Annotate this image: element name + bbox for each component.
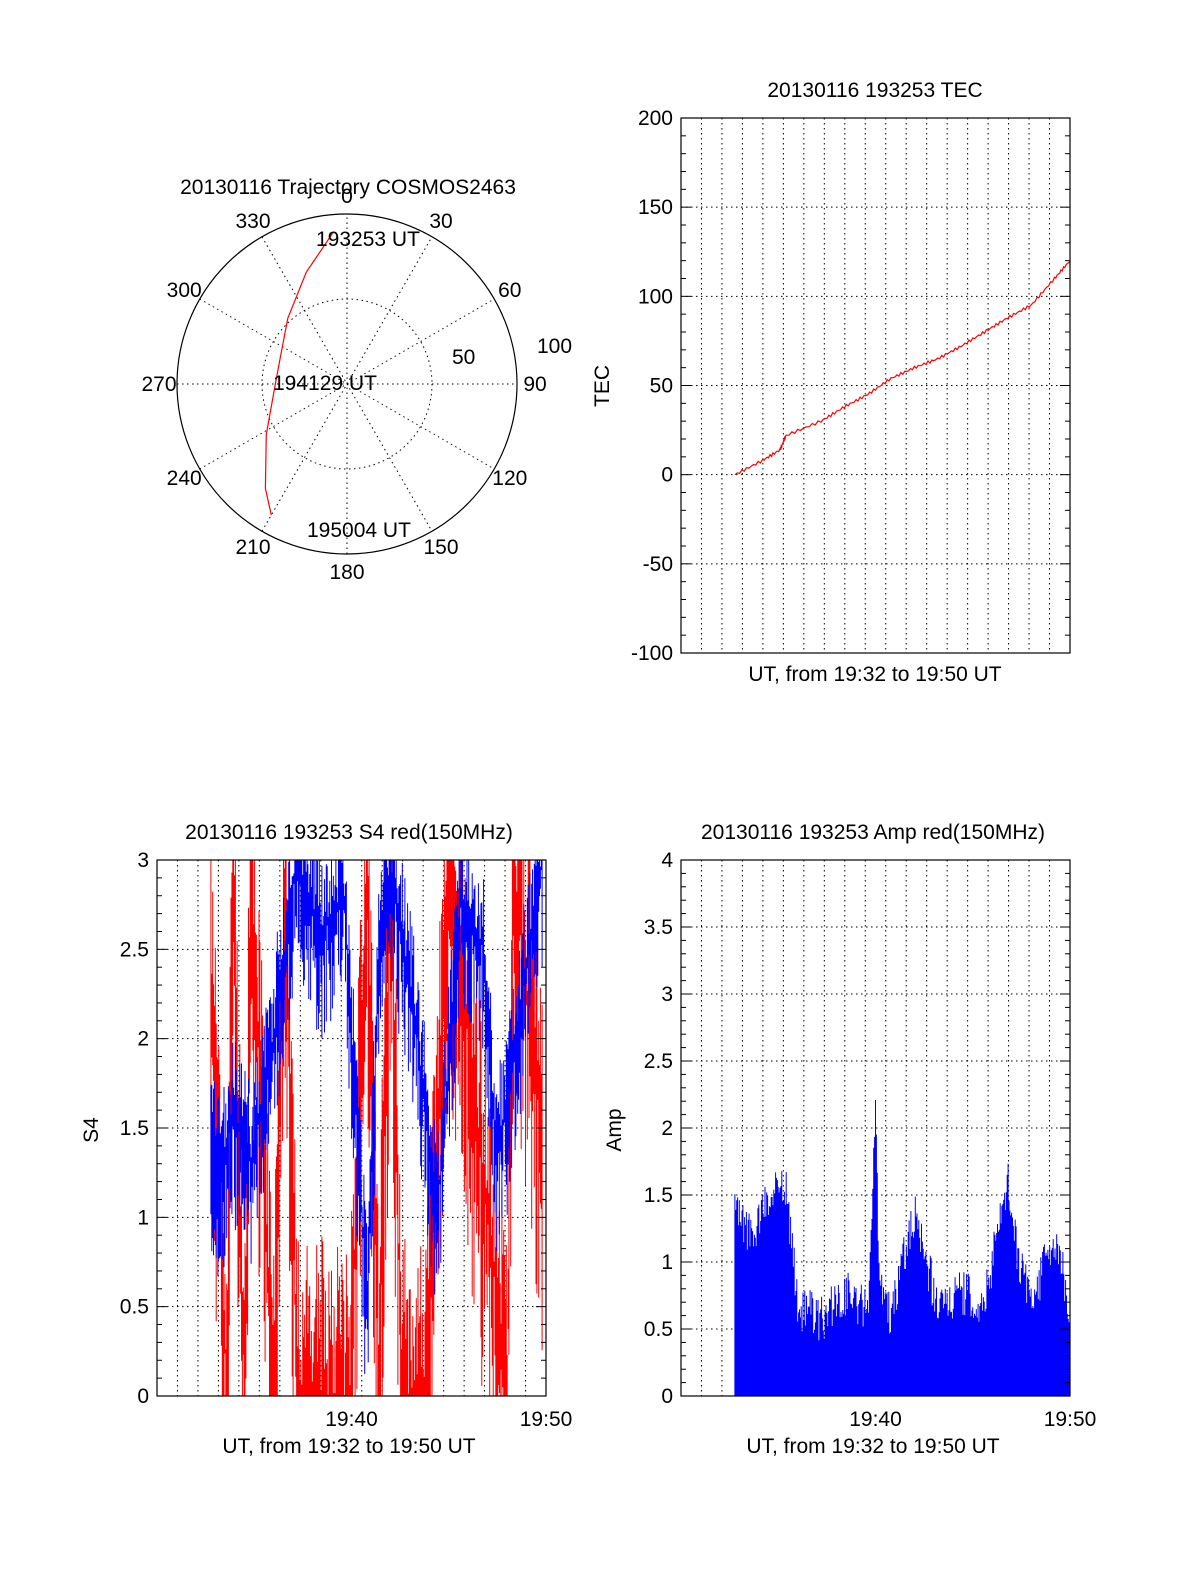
y-tick-label: 3 <box>137 849 149 872</box>
y-tick-label: 100 <box>638 285 673 308</box>
y-tick-label: -100 <box>631 642 673 665</box>
s4-panel: 20130116 193253 S4 red(150MHz) 0 0.5 1 1.5 2… <box>80 821 572 1458</box>
amp-title: 20130116 193253 Amp red(150MHz) <box>701 821 1045 844</box>
polar-azimuth-label: 150 <box>423 536 458 559</box>
series-burst-path <box>210 860 543 1374</box>
y-tick-label: 0 <box>137 1385 149 1408</box>
amp-plot-frame <box>680 859 1071 1397</box>
y-tick-label: 0 <box>661 1385 673 1408</box>
y-tick-label: 1 <box>137 1206 149 1229</box>
polar-spoke <box>261 236 433 532</box>
tec-y-axis-label: TEC <box>591 365 614 407</box>
y-tick-label: 3 <box>661 983 673 1006</box>
polar-azimuth-labels: 0 30 60 90 120 150 180 210 240 270 300 330 <box>141 185 546 584</box>
polar-radial-label-100: 100 <box>537 335 572 358</box>
amp-panel: 20130116 193253 Amp red(150MHz) 0 0.5 1 1.5… <box>603 821 1096 1458</box>
amp-x-axis-label: UT, from 19:32 to 19:50 UT <box>746 1435 999 1458</box>
amp-y-ticks: 0 0.5 1 1.5 2 2.5 3 3.5 4 <box>644 849 1070 1408</box>
y-tick-label: 2.5 <box>120 938 149 961</box>
trajectory-end-label: 195004 UT <box>307 519 411 542</box>
y-tick-label: 2 <box>661 1117 673 1140</box>
polar-azimuth-label: 180 <box>329 561 364 584</box>
tec-plot-frame <box>680 117 1071 654</box>
tec-panel: 20130116 193253 TEC -100-50050100150200 … <box>591 79 1071 686</box>
polar-azimuth-label: 0 <box>341 185 353 208</box>
tec-series-line <box>734 260 1071 476</box>
polar-spokes <box>177 214 517 554</box>
polar-title: 20130116 Trajectory COSMOS2463 <box>180 176 516 199</box>
trajectory-start-label: 193253 UT <box>316 228 420 251</box>
polar-trajectory-panel: 20130116 Trajectory COSMOS2463 0 30 60 90 12… <box>141 176 572 584</box>
y-tick-label: 1.5 <box>120 1117 149 1140</box>
polar-azimuth-label: 60 <box>498 279 521 302</box>
tec-y-ticks: -100 -50 0 50 100 150 200 <box>631 107 1070 665</box>
y-tick-label: 1.5 <box>644 1184 673 1207</box>
y-tick-label: 0 <box>661 464 673 487</box>
series-burst-path <box>734 1100 1071 1396</box>
trajectory-mid-label: 194129 UT <box>273 372 377 395</box>
trajectory-line <box>264 231 335 516</box>
s4-title: 20130116 193253 S4 red(150MHz) <box>185 821 513 844</box>
amp-y-axis-label: Amp <box>603 1108 626 1151</box>
y-tick-label: 1 <box>661 1251 673 1274</box>
polar-azimuth-label: 270 <box>141 373 176 396</box>
y-tick-label: 3.5 <box>644 916 673 939</box>
s4-plot-frame <box>156 859 547 1397</box>
y-tick-label: 2.5 <box>644 1050 673 1073</box>
y-tick-label: 4 <box>661 849 673 872</box>
polar-azimuth-label: 210 <box>235 536 270 559</box>
polar-azimuth-label: 30 <box>429 210 452 233</box>
x-tick-label: 19:40 <box>849 1408 902 1431</box>
polar-azimuth-label: 90 <box>523 373 546 396</box>
polar-azimuth-label: 240 <box>167 467 202 490</box>
y-tick-label: -50 <box>643 553 673 576</box>
tec-x-axis-label: UT, from 19:32 to 19:50 UT <box>748 663 1001 686</box>
amp-series-bursts <box>734 1100 1071 1396</box>
polar-radial-label-50: 50 <box>452 346 475 369</box>
tec-grid <box>681 118 1070 653</box>
x-tick-label: 19:50 <box>1044 1408 1097 1431</box>
polar-azimuth-label: 120 <box>492 467 527 490</box>
y-tick-label: 2 <box>137 1028 149 1051</box>
y-tick-label: 0.5 <box>120 1296 149 1319</box>
x-tick-label: 19:50 <box>520 1408 573 1431</box>
amp-x-ticks: 19:40 19:50 <box>849 1408 1096 1431</box>
s4-series-bursts <box>210 860 543 1396</box>
y-tick-label: 200 <box>638 107 673 130</box>
y-tick-label: 50 <box>650 375 673 398</box>
s4-x-axis-label: UT, from 19:32 to 19:50 UT <box>222 1435 475 1458</box>
polar-azimuth-label: 330 <box>235 210 270 233</box>
s4-y-axis-label: S4 <box>80 1117 103 1143</box>
x-tick-label: 19:40 <box>325 1408 378 1431</box>
s4-x-ticks: 19:40 19:50 <box>325 1408 572 1431</box>
y-tick-label: 0.5 <box>644 1318 673 1341</box>
tec-title: 20130116 193253 TEC <box>767 79 982 102</box>
y-tick-label: 150 <box>638 196 673 219</box>
polar-azimuth-label: 300 <box>167 279 202 302</box>
